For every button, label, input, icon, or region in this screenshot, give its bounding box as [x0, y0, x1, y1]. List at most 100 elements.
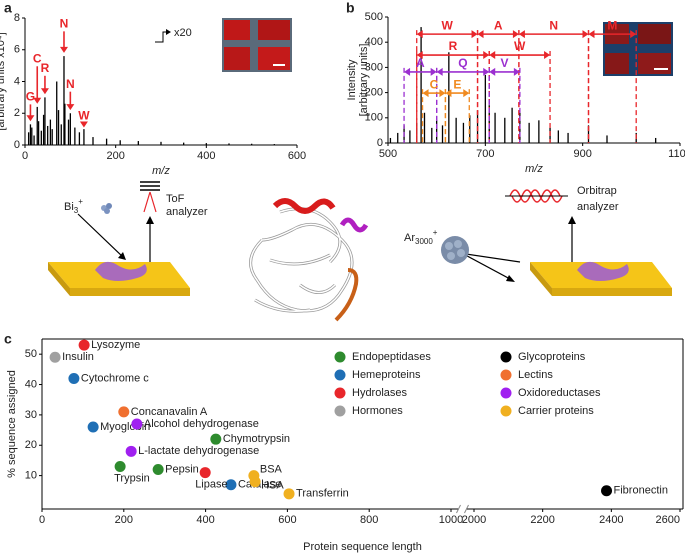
data-point [49, 351, 61, 363]
arrow-head [489, 67, 496, 76]
ion-subscript: 3 [74, 206, 79, 215]
data-point [283, 488, 295, 500]
point-label: Fibronectin [614, 485, 668, 497]
arrow-head [518, 30, 525, 39]
data-point [78, 339, 90, 351]
arrow-head [66, 104, 75, 111]
arrow-head [40, 88, 49, 95]
data-point [131, 418, 143, 430]
legend-marker [334, 405, 346, 417]
x-tick-label: 900 [573, 148, 591, 160]
arrow-head [463, 89, 470, 98]
y-tick-label: 0 [14, 139, 20, 151]
y-tick-label: 0 [377, 137, 383, 149]
y-tick-label: 4 [14, 75, 20, 87]
data-point [87, 421, 99, 433]
legend-marker [500, 351, 512, 363]
analyzer-label: Orbitrap [577, 185, 617, 197]
point-label: BSA [260, 464, 283, 476]
x-tick-label: 700 [476, 148, 494, 160]
sequence-letter: A [416, 56, 425, 70]
point-label: Cytochrome c [81, 372, 149, 384]
ion-symbol: Ar [404, 232, 415, 244]
legend-label: Lectins [518, 369, 553, 381]
legend-label: Hormones [352, 405, 403, 417]
x-tick-label: 400 [196, 514, 214, 526]
schematic [48, 181, 672, 322]
y-tick-label: 2 [14, 107, 20, 119]
data-point [68, 372, 80, 384]
legend-marker [334, 351, 346, 363]
analyzer-label: analyzer [166, 206, 208, 218]
sequence-letter: N [549, 18, 558, 32]
annotation: N [66, 77, 75, 91]
legend-marker [500, 405, 512, 417]
sequence-letter: Q [458, 56, 467, 70]
arrow-head [422, 89, 429, 98]
point-label: HSA [261, 480, 284, 492]
annotation: W [78, 109, 90, 123]
arrow-head [630, 30, 637, 39]
inset-image [222, 18, 292, 72]
arrow-head [430, 67, 437, 76]
arrow-head [26, 115, 35, 122]
arrow-head [544, 51, 551, 60]
arrow-head [79, 121, 88, 128]
legend-label: Hemeproteins [352, 369, 421, 381]
arrow-head [471, 30, 478, 39]
x-tick-label: 2400 [599, 514, 623, 526]
x-tick-label: 0 [22, 150, 28, 162]
y-tick-label: 200 [365, 87, 383, 99]
sequence-letter: M [607, 18, 617, 32]
arrow-head [404, 67, 411, 76]
y-tick-label: 400 [365, 36, 383, 48]
y-tick-label: 20 [25, 439, 37, 451]
x-tick-label: 400 [197, 150, 215, 162]
panel-label: a [4, 0, 12, 16]
ion-charge: + [433, 228, 438, 237]
x-tick-label: 600 [288, 150, 306, 162]
arrow-head [483, 67, 490, 76]
x-tick-label: 2200 [530, 514, 554, 526]
y-tick-label: 100 [365, 112, 383, 124]
legend-marker [334, 369, 346, 381]
arrow-head [513, 67, 520, 76]
arrow-head [582, 30, 589, 39]
point-label: Insulin [62, 351, 94, 363]
data-point [210, 433, 222, 445]
x-axis-label: m/z [152, 165, 170, 177]
arrow-head [477, 30, 484, 39]
analyzer-label: analyzer [577, 201, 619, 213]
ion-charge: + [78, 197, 83, 206]
x-tick-label: 600 [278, 514, 296, 526]
magnify-mark [166, 29, 171, 35]
data-point [114, 461, 126, 472]
point-label: Trypsin [114, 472, 150, 484]
magnify-mark [155, 31, 168, 43]
y-tick-label: 6 [14, 44, 20, 56]
x-tick-label: 1100 [668, 148, 685, 160]
point-label: Chymotrypsin [223, 433, 290, 445]
data-point [249, 476, 261, 488]
annotation: R [41, 61, 50, 75]
data-point [199, 467, 211, 479]
ion-label: Ar3000+ [404, 228, 438, 246]
annotation: N [60, 17, 69, 31]
data-point [125, 445, 137, 457]
x-tick-label: 2000 [462, 514, 486, 526]
y-tick-label: 30 [25, 409, 37, 421]
y-axis-label: [arbitrary units x10⁴] [0, 32, 7, 130]
legend-marker [500, 387, 512, 399]
point-label: Transferrin [296, 488, 349, 500]
x-axis-label: m/z [525, 163, 543, 175]
ion-symbol: Bi [64, 201, 74, 213]
legend-label: Hydrolases [352, 387, 408, 399]
x-axis-label: Protein sequence length [303, 541, 422, 553]
y-tick-label: 300 [365, 61, 383, 73]
data-point [118, 406, 130, 418]
legend-label: Endopeptidases [352, 351, 431, 363]
annotation: C [33, 51, 42, 65]
arrow-head [416, 51, 423, 60]
